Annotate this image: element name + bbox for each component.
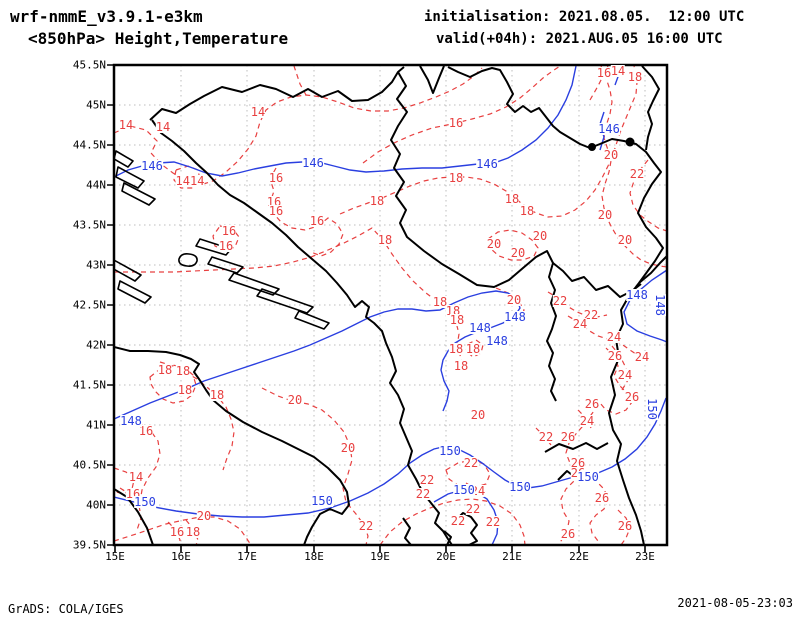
grads-credit: GrADS: COLA/IGES bbox=[8, 602, 124, 616]
creation-timestamp: 2021-08-05-23:03 bbox=[677, 596, 793, 610]
lat-lon-ticks bbox=[107, 64, 646, 552]
lake-blob bbox=[588, 143, 596, 151]
level-field-title: <850hPa> Height,Temperature bbox=[28, 29, 289, 48]
lake-blob bbox=[625, 137, 635, 147]
initialisation-time: initialisation: 2021.08.05. 12:00 UTC bbox=[424, 9, 745, 25]
map-border bbox=[107, 63, 669, 552]
grid-layer bbox=[114, 65, 667, 545]
valid-time: valid(+04h): 2021.AUG.05 16:00 UTC bbox=[436, 31, 723, 47]
coastlines-layer bbox=[114, 65, 668, 546]
model-title: wrf-nmmE_v3.9.1-e3km bbox=[10, 7, 203, 26]
